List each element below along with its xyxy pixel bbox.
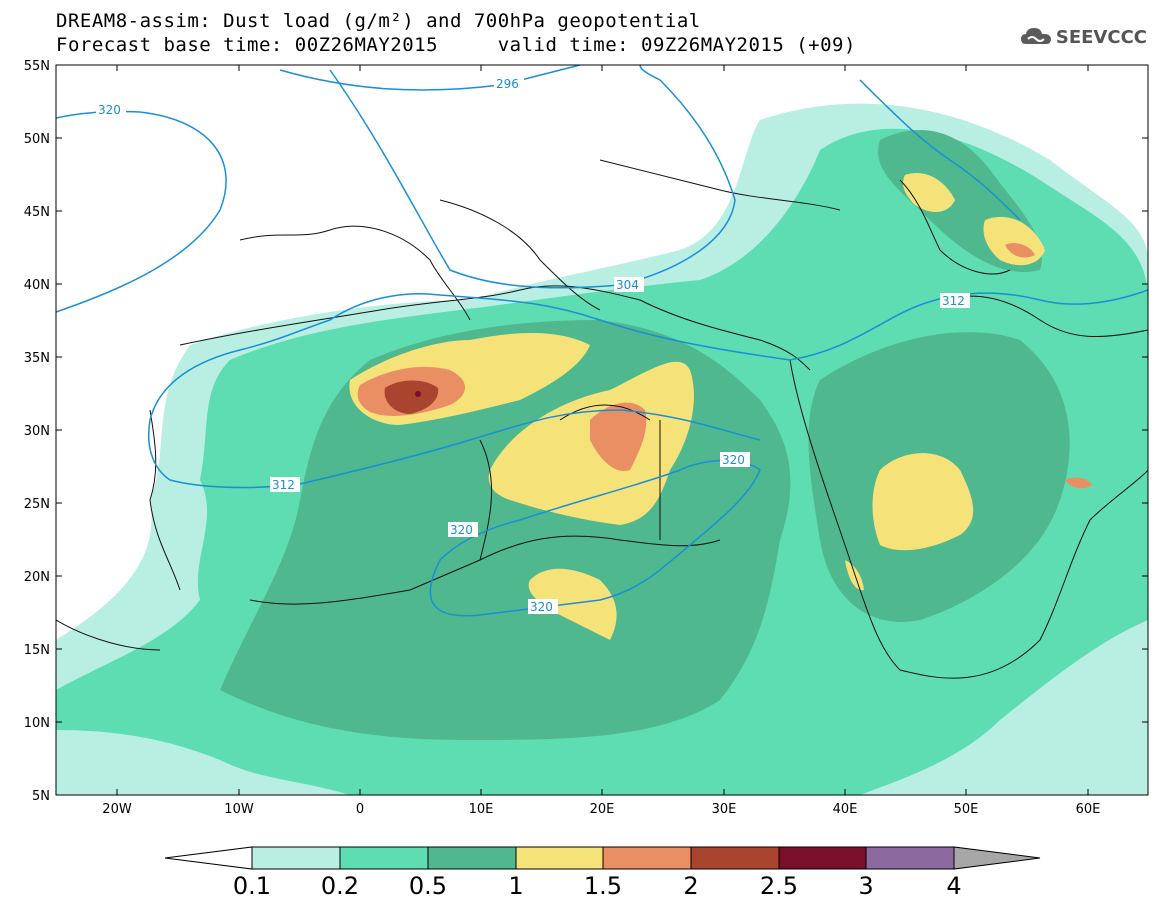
lon-label-20w: 20W: [102, 802, 132, 817]
dust-band-1.5-caspian: [1005, 243, 1035, 258]
colorbar-swatch-2: [427, 846, 517, 870]
colorbar-label-1: 0.2: [321, 872, 359, 900]
lon-label-10e: 10E: [469, 802, 494, 817]
colorbar-high-arrow: [953, 846, 1041, 870]
colorbar-swatch-4: [602, 846, 692, 870]
lat-label-5n: 5N: [32, 789, 50, 804]
contour-label-312-west: 312: [272, 478, 295, 492]
lat-label-45n: 45N: [24, 205, 50, 220]
lon-label-0: 0: [356, 802, 364, 817]
map-subtitle: Forecast base time: 00Z26MAY2015 valid t…: [56, 34, 856, 56]
contour-320-center: [429, 459, 761, 617]
contour-label-320-west: 320: [98, 103, 121, 117]
dust-load-field: 320 296 304 312 312 320 320 320: [56, 65, 1148, 795]
contour-304: [329, 65, 736, 289]
dust-band-1-caspian: [903, 172, 955, 212]
contour-label-320-libya: 320: [722, 453, 745, 467]
colorbar-swatch-1: [339, 846, 429, 870]
contour-labels: 320 296 304 312 312 320 320 320: [96, 76, 970, 614]
dust-band-1.5-libya: [590, 402, 647, 471]
lon-label-50e: 50E: [954, 802, 979, 817]
lat-label-35n: 35N: [24, 351, 50, 366]
logo-text: SEEVCCC: [1055, 26, 1147, 48]
lat-label-10n: 10N: [24, 716, 50, 731]
dust-band-1-arabia: [872, 453, 974, 551]
lat-label-55n: 55N: [24, 59, 50, 74]
lat-label-50n: 50N: [24, 132, 50, 147]
colorbar-label-0: 0.1: [233, 872, 271, 900]
colorbar-swatch-6: [778, 846, 867, 870]
contour-312-south: [148, 409, 761, 489]
contour-label-320-chad: 320: [530, 600, 553, 614]
contour-312: [149, 289, 1148, 421]
contour-label-304: 304: [616, 278, 639, 292]
colorbar-swatch-3: [515, 846, 604, 870]
colorbar-swatch-7: [865, 846, 955, 870]
lon-label-20e: 20E: [590, 802, 615, 817]
coastlines: [56, 159, 1148, 679]
colorbar-label-2: 0.5: [409, 872, 447, 900]
colorbar-label-3: 1: [508, 872, 523, 900]
colorbar-label-4: 1.5: [584, 872, 622, 900]
latitude-axis: 55N 50N 45N 40N 35N 30N 25N 20N 15N 10N …: [24, 59, 1148, 804]
dust-band-1-red-sea: [845, 560, 864, 591]
lat-label-15n: 15N: [24, 643, 50, 658]
seevccc-logo: SEEVCCC: [1020, 26, 1147, 48]
dust-band-2.5-algeria: [415, 391, 421, 397]
colorbar-label-8: 4: [946, 872, 961, 900]
dust-band-1-libya: [488, 361, 694, 525]
contour-label-296: 296: [496, 77, 519, 91]
colorbar-swatch-5: [690, 846, 780, 870]
lon-label-30e: 30E: [712, 802, 737, 817]
lon-label-10w: 10W: [224, 802, 254, 817]
contour-label-312-east: 312: [942, 294, 965, 308]
colorbar: [164, 846, 1041, 870]
lat-label-30n: 30N: [24, 424, 50, 439]
dust-band-2-algeria: [384, 380, 439, 414]
colorbar-label-7: 3: [858, 872, 873, 900]
contour-296: [279, 65, 581, 91]
dust-band-1-chad: [528, 568, 617, 640]
contour-320-east: [859, 79, 1021, 221]
lat-label-20n: 20N: [24, 570, 50, 585]
lon-label-40e: 40E: [833, 802, 858, 817]
colorbar-swatch-0: [251, 846, 341, 870]
map-title: DREAM8-assim: Dust load (g/m²) and 700hP…: [56, 10, 701, 32]
longitude-axis: 20W 10W 0 10E 20E 30E 40E 50E 60E: [102, 65, 1100, 817]
lat-label-25n: 25N: [24, 497, 50, 512]
colorbar-label-6: 2.5: [760, 872, 798, 900]
contour-label-320-sahara: 320: [450, 523, 473, 537]
colorbar-low-arrow: [164, 846, 253, 870]
cloud-logo-icon: [1020, 28, 1051, 44]
colorbar-label-5: 2: [683, 872, 698, 900]
lat-label-40n: 40N: [24, 278, 50, 293]
colorbar-labels: 0.1 0.2 0.5 1 1.5 2 2.5 3 4: [233, 872, 962, 900]
dust-band-1.5-iran: [1065, 477, 1092, 489]
lon-label-60e: 60E: [1076, 802, 1101, 817]
